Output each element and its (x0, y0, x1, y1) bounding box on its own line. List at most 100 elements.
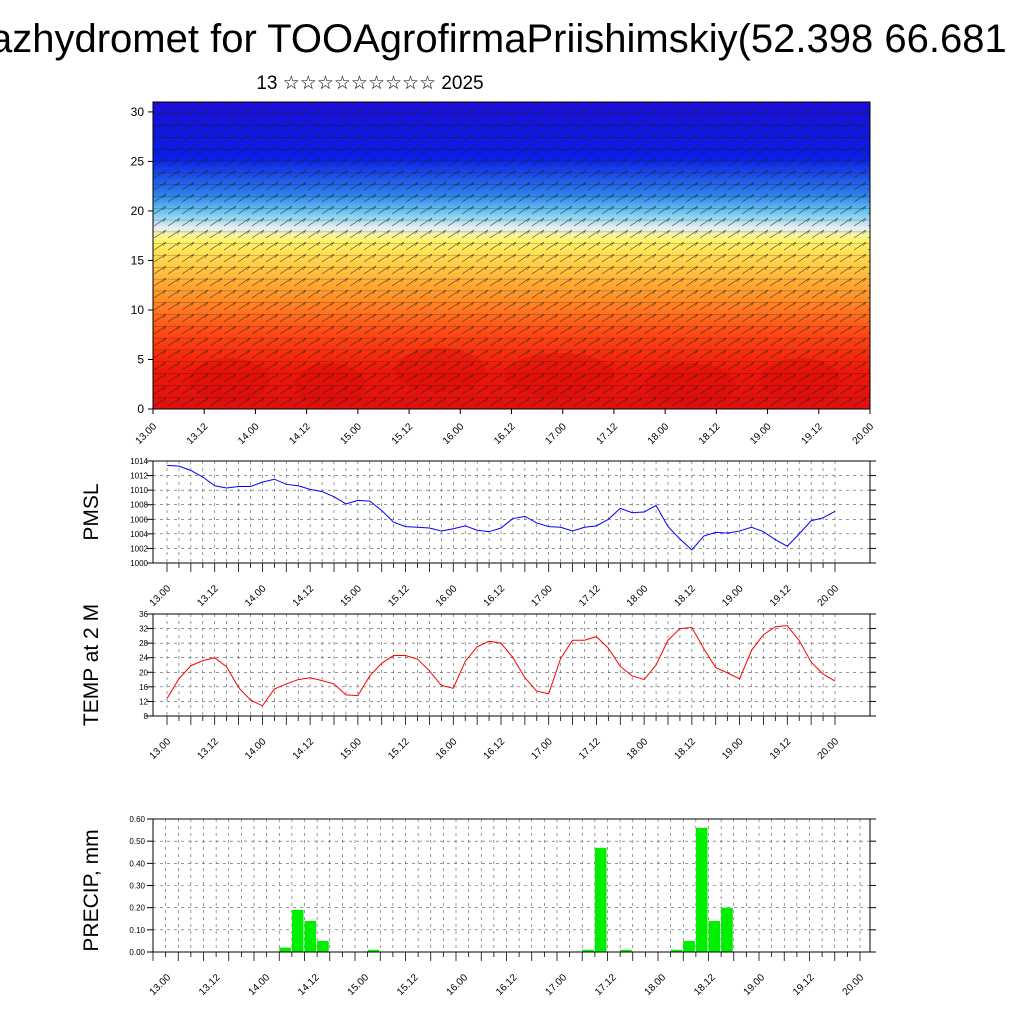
y-tick-label: 0.00 (129, 948, 145, 957)
precip-bar (683, 940, 695, 952)
x-tick-label: 17.00 (529, 736, 555, 762)
x-tick-label: 15.12 (395, 972, 421, 998)
y-tick-label: 25 (131, 154, 145, 168)
precip-bar (670, 949, 683, 952)
y-tick-label: 15 (131, 253, 145, 267)
y-tick-label: 0.20 (129, 904, 145, 913)
precip-bar (721, 907, 733, 952)
y-tick-label: 12 (139, 697, 148, 706)
y-tick-label: 1002 (130, 544, 148, 553)
x-tick-label: 20.00 (816, 736, 842, 762)
precip-bar (304, 920, 317, 952)
precip-bar (708, 920, 721, 952)
x-tick-label: 15.00 (346, 972, 372, 998)
cross-section-panel: 0 5 10 15 20 25 30 13.00 13.12 14.00 14.12 15.00 15.… (131, 101, 877, 447)
y-axis-label: PRECIP, mm (80, 829, 103, 951)
x-tick-label: 16.12 (494, 972, 520, 998)
y-tick-label: 1006 (130, 515, 148, 524)
precip-bar (620, 949, 632, 952)
x-tick-label: 16.12 (482, 583, 508, 609)
y-tick-label: 10 (131, 303, 145, 317)
x-tick-label: 19.00 (742, 972, 768, 998)
x-tick-label: 19.12 (791, 972, 817, 998)
x-tick-label: 17.00 (544, 972, 570, 998)
x-tick-label: 15.12 (386, 736, 412, 762)
x-tick-label: 20.00 (841, 972, 867, 998)
y-tick-label: 8 (144, 712, 149, 721)
y-axis-label: PMSL (80, 483, 103, 540)
x-tick-label: 13.00 (148, 972, 174, 998)
precip-panel: 0.00 0.10 0.20 0.30 0.40 0.50 0.60 13.00 13.12 14… (80, 815, 876, 998)
x-tick-label: 14.00 (243, 583, 269, 609)
x-tick-label: 15.12 (390, 421, 416, 447)
x-tick-label: 13.00 (134, 421, 160, 447)
x-tick-label: 19.12 (768, 583, 794, 609)
x-tick-label: 17.12 (577, 583, 603, 609)
x-tick-label: 13.00 (148, 736, 174, 762)
x-tick-label: 18.12 (692, 972, 718, 998)
x-tick-label: 14.00 (243, 736, 269, 762)
x-tick-label: 20.00 (851, 421, 877, 447)
y-axis-label: TEMP at 2 M (80, 604, 103, 726)
plot-frame (152, 460, 871, 564)
y-tick-label: 1012 (130, 472, 148, 481)
precip-bar (317, 940, 329, 952)
y-tick-label: 16 (139, 683, 148, 692)
y-tick-label: 0.10 (129, 926, 145, 935)
temp-panel: 8 12 16 20 24 28 32 36 13.00 13.12 14.00 14.12 15.00… (80, 604, 876, 762)
x-tick-label: 16.12 (482, 736, 508, 762)
y-tick-label: 0 (137, 402, 144, 416)
x-tick-label: 19.12 (799, 421, 825, 447)
precip-bar (279, 947, 291, 952)
y-tick-label: 1004 (130, 530, 148, 539)
x-tick-label: 14.12 (291, 736, 317, 762)
y-tick-label: 1008 (130, 501, 148, 510)
y-tick-label: 32 (139, 625, 148, 634)
x-tick-label: 14.12 (291, 583, 317, 609)
x-tick-label: 16.00 (445, 972, 471, 998)
x-tick-label: 18.00 (643, 972, 669, 998)
x-tick-label: 13.00 (148, 583, 174, 609)
y-tick-label: 1010 (130, 486, 148, 495)
y-tick-label: 36 (139, 610, 148, 619)
y-tick-label: 1000 (130, 559, 148, 568)
x-tick-label: 18.00 (625, 583, 651, 609)
date-subtitle: 13 ☆☆☆☆☆☆☆☆☆ 2025 (256, 73, 484, 94)
x-tick-label: 13.12 (195, 736, 221, 762)
y-tick-label: 24 (139, 654, 148, 663)
precip-bar (367, 949, 380, 952)
x-tick-label: 14.00 (236, 421, 262, 447)
precip-bar (582, 949, 594, 952)
x-tick-label: 13.12 (195, 583, 221, 609)
x-tick-label: 20.00 (816, 583, 842, 609)
y-tick-label: 0.40 (129, 859, 145, 868)
y-tick-label: 28 (139, 639, 148, 648)
x-tick-label: 13.12 (185, 421, 211, 447)
y-tick-label: 0.50 (129, 837, 145, 846)
x-tick-label: 14.12 (287, 421, 313, 447)
x-tick-label: 18.00 (625, 736, 651, 762)
x-tick-label: 13.12 (197, 972, 223, 998)
precip-bar (291, 909, 304, 952)
x-tick-label: 16.12 (492, 421, 518, 447)
x-tick-label: 15.00 (339, 736, 365, 762)
precip-bar (594, 847, 607, 952)
y-tick-label: 0.60 (129, 815, 145, 824)
x-tick-label: 17.00 (529, 583, 555, 609)
y-tick-label: 5 (137, 352, 144, 366)
x-tick-label: 19.00 (720, 583, 746, 609)
precip-bar (695, 827, 708, 952)
x-tick-label: 15.12 (386, 583, 412, 609)
x-tick-label: 17.00 (543, 421, 569, 447)
y-tick-label: 30 (131, 105, 145, 119)
x-tick-label: 18.12 (673, 583, 699, 609)
x-tick-label: 15.00 (339, 583, 365, 609)
chart-title: azhydromet for TOOAgrofirmaPriishimskiy(… (0, 17, 1007, 61)
x-tick-label: 16.00 (441, 421, 467, 447)
x-tick-label: 19.00 (720, 736, 746, 762)
x-tick-label: 14.00 (247, 972, 273, 998)
pmsl-panel: 1000 1002 1004 1006 1008 1010 1012 1014 13.00 13.… (80, 457, 876, 609)
y-tick-label: 1014 (130, 457, 148, 466)
y-tick-label: 20 (139, 668, 148, 677)
